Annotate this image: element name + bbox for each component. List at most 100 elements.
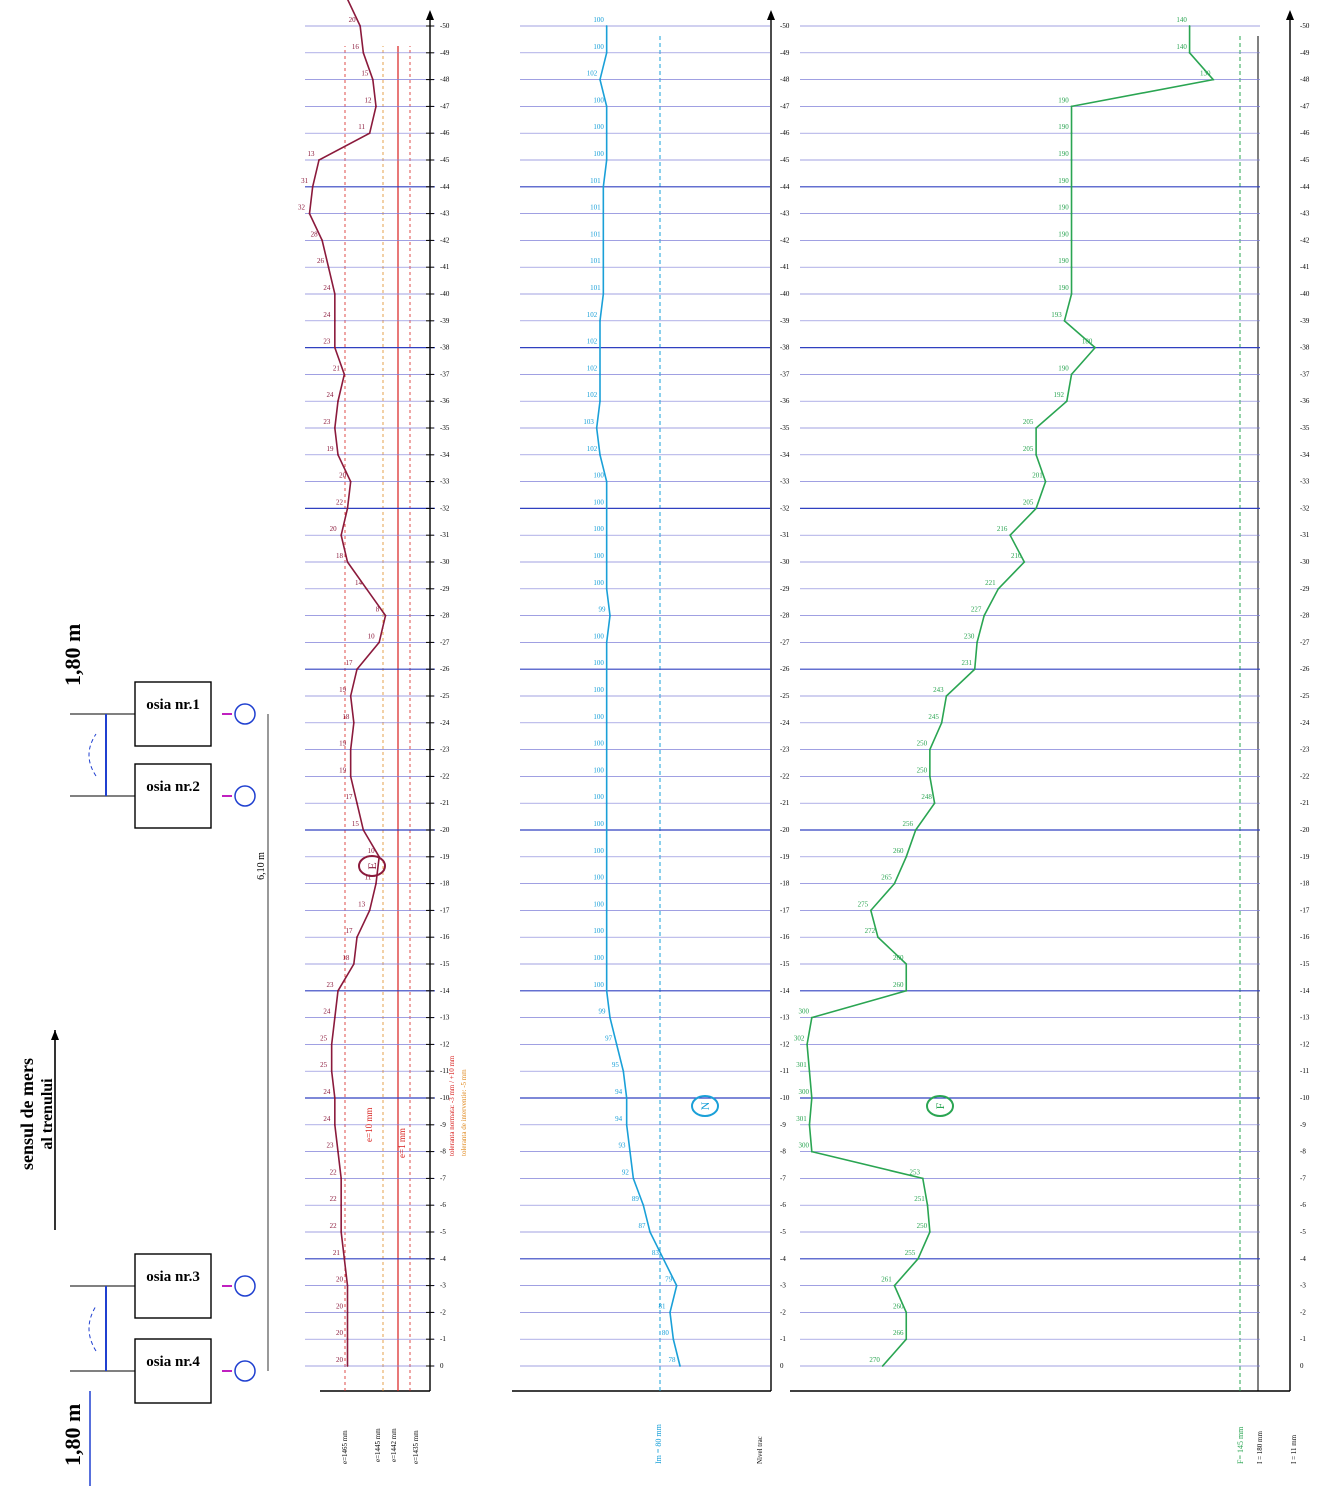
tick-label-F: -37 (1300, 370, 1310, 378)
data-label-E: 26 (317, 257, 325, 265)
series-point-N (605, 909, 608, 912)
tick-label-E: 0 (440, 1362, 444, 1370)
tick-label-N: -39 (780, 317, 790, 325)
tick-label-E: -36 (440, 397, 450, 405)
series-point-F (810, 1150, 813, 1153)
series-point-N (605, 775, 608, 778)
series-point-N (605, 51, 608, 54)
tick-label-N: -43 (780, 210, 790, 218)
tick-label-F: -26 (1300, 665, 1310, 673)
series-point-N (629, 1150, 631, 1153)
tick-label-N: -16 (780, 933, 790, 941)
series-point-E (340, 1177, 343, 1180)
tick-label-E: -45 (440, 156, 450, 164)
tick-label-F: -47 (1300, 102, 1310, 110)
data-label-E: 10 (368, 847, 376, 855)
data-label-F: 255 (905, 1249, 916, 1257)
tick-label-E: -39 (440, 317, 450, 325)
tick-label-E: -43 (440, 210, 450, 218)
series-point-E (333, 319, 336, 322)
tick-label-F: -1 (1300, 1335, 1306, 1343)
data-label-N: 93 (619, 1142, 627, 1150)
axle-label: osia nr.2 (146, 779, 200, 795)
series-point-F (1094, 346, 1097, 349)
series-point-F (917, 1257, 919, 1260)
series-point-N (605, 963, 608, 965)
data-label-E: 18 (342, 713, 350, 721)
data-label-N: 101 (590, 257, 601, 265)
tick-label-N: -46 (780, 129, 790, 137)
tick-label-E: -37 (440, 370, 450, 378)
data-label-F: 265 (881, 874, 892, 882)
data-label-E: 24 (323, 1008, 331, 1016)
series-point-E (368, 132, 371, 135)
data-label-E: 23 (327, 1142, 335, 1150)
tick-label-E: -42 (440, 236, 450, 244)
tick-label-N: -27 (780, 638, 790, 646)
series-point-N (605, 936, 608, 939)
tick-label-N: -1 (780, 1335, 786, 1343)
series-point-N (632, 1177, 635, 1180)
data-label-F: 227 (971, 606, 982, 614)
series-point-F (926, 1204, 929, 1207)
series-point-F (1070, 293, 1073, 295)
series-point-F (928, 748, 931, 751)
data-label-E: 24 (323, 284, 331, 292)
data-label-E: 10 (368, 632, 376, 640)
series-point-F (1035, 453, 1038, 456)
tick-label-N: -18 (780, 880, 790, 888)
spacing-label-left: 1,80 m (60, 1404, 85, 1466)
tick-label-F: -18 (1300, 880, 1310, 888)
series-point-E (340, 534, 343, 537)
data-label-N: 100 (593, 96, 604, 104)
data-label-N: 100 (593, 766, 604, 774)
series-point-E (340, 1204, 343, 1207)
data-label-F: 210 (1011, 552, 1022, 560)
series-point-N (605, 159, 608, 161)
E-ref-1465: e=1465 mm (341, 1430, 349, 1464)
x-axis-ticks: 0 0 0 -1 -1 -1 -2 -2 -2 -3 -3 -3 -4 -4 -4 -5 -5 -5 -6 -6 -6 -… (426, 22, 1310, 1370)
series-point-N (625, 1123, 628, 1126)
data-label-E: 14 (355, 579, 363, 587)
tick-label-E: -3 (440, 1282, 446, 1290)
tick-label-E: -21 (440, 799, 450, 807)
series-point-E (308, 212, 311, 215)
tick-label-N: -24 (780, 719, 790, 727)
series-point-N (605, 695, 608, 697)
series-point-F (1065, 400, 1068, 403)
series-point-E (349, 480, 352, 483)
N-ref-label: Im = 80 mm (654, 1423, 663, 1464)
series-point-F (905, 1311, 908, 1314)
axle-wheel (234, 1275, 256, 1297)
axle-box (134, 763, 212, 829)
data-label-E: 24 (323, 1115, 331, 1123)
series-point-N (605, 561, 608, 563)
tick-label-E: -29 (440, 585, 450, 593)
tick-label-N: -33 (780, 478, 790, 486)
data-label-E: 23 (323, 338, 331, 346)
data-label-E: 20 (349, 16, 357, 24)
tick-label-N: -6 (780, 1201, 786, 1209)
series-point-F (1070, 159, 1073, 161)
tick-label-E: -40 (440, 290, 450, 298)
tick-label-N: -50 (780, 22, 790, 30)
series-point-E (337, 989, 339, 992)
direction-text-line2: al trenului (39, 1078, 56, 1150)
series-point-E (375, 105, 377, 108)
tick-label-F: -46 (1300, 129, 1310, 137)
tick-label-E: -12 (440, 1040, 450, 1048)
data-label-N: 102 (587, 364, 598, 372)
tick-label-E: -31 (440, 531, 450, 539)
svg-text:F: F (933, 1102, 947, 1109)
axis-arrow-F (1286, 10, 1294, 20)
series-point-N (669, 1311, 671, 1314)
grid-lines (305, 25, 1260, 1367)
series-point-F (1188, 25, 1191, 27)
tick-label-F: 0 (1300, 1362, 1304, 1370)
data-label-N: 100 (593, 927, 604, 935)
E-ref-1445: e=1445 mm (374, 1428, 382, 1462)
tick-label-E: -16 (440, 933, 450, 941)
tick-label-F: -15 (1300, 960, 1310, 968)
series-point-F (928, 1231, 931, 1233)
data-label-E: 13 (358, 900, 366, 908)
